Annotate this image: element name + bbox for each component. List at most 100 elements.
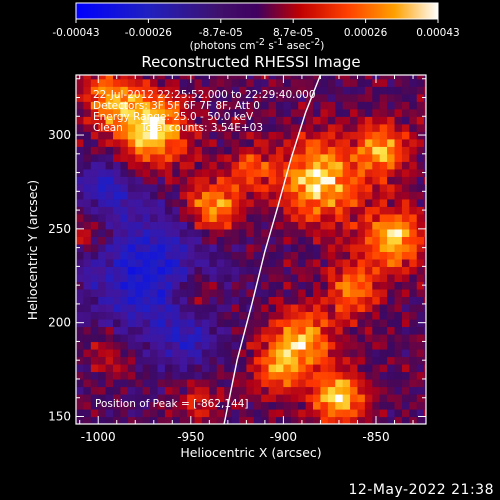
- heatmap-cell: [379, 236, 388, 245]
- heatmap-cell: [394, 408, 403, 418]
- heatmap-cell: [142, 183, 151, 192]
- heatmap-cell: [401, 86, 410, 95]
- heatmap-cell: [253, 86, 262, 95]
- heatmap-cell: [194, 296, 203, 305]
- heatmap-cell: [194, 363, 203, 373]
- heatmap-cell: [90, 153, 99, 162]
- heatmap-cell: [150, 281, 159, 290]
- heatmap-cell: [127, 273, 136, 282]
- heatmap-cell: [350, 281, 359, 290]
- heatmap-cell: [305, 251, 314, 260]
- heatmap-cell: [164, 116, 173, 125]
- heatmap-cell: [172, 356, 181, 365]
- heatmap-cell: [424, 251, 426, 260]
- heatmap-cell: [416, 116, 425, 125]
- heatmap-cell: [127, 416, 136, 424]
- heatmap-cell: [416, 266, 425, 275]
- heatmap-cell: [142, 303, 151, 313]
- heatmap-cell: [290, 288, 299, 298]
- heatmap-cell: [327, 228, 336, 237]
- heatmap-cell: [238, 408, 247, 418]
- heatmap-cell: [187, 333, 196, 343]
- heatmap-cell: [127, 198, 136, 207]
- heatmap-cell: [209, 75, 218, 80]
- heatmap-cell: [194, 378, 203, 388]
- heatmap-cell: [105, 176, 114, 185]
- heatmap-cell: [127, 116, 136, 125]
- heatmap-cell: [216, 176, 225, 185]
- heatmap-cell: [105, 206, 114, 215]
- heatmap-cell: [224, 236, 233, 245]
- heatmap-cell: [276, 378, 285, 388]
- heatmap-cell: [253, 281, 262, 290]
- heatmap-cell: [246, 311, 255, 320]
- heatmap-cell: [246, 281, 255, 290]
- heatmap-cell: [164, 296, 173, 305]
- heatmap-cell: [209, 168, 218, 177]
- heatmap-cell: [157, 363, 166, 373]
- heatmap-cell: [113, 153, 122, 162]
- heatmap-cell: [194, 213, 203, 222]
- heatmap-cell: [216, 416, 225, 424]
- heatmap-cell: [187, 251, 196, 260]
- heatmap-cell: [335, 236, 344, 245]
- heatmap-cell: [209, 146, 218, 155]
- heatmap-cell: [320, 393, 329, 403]
- heatmap-cell: [135, 168, 144, 177]
- heatmap-cell: [201, 123, 210, 132]
- heatmap-cell: [320, 318, 329, 328]
- heatmap-cell: [298, 363, 307, 373]
- heatmap-cell: [98, 356, 107, 365]
- heatmap-cell: [98, 168, 107, 177]
- heatmap-cell: [409, 378, 418, 388]
- heatmap-cell: [372, 333, 381, 343]
- heatmap-cell: [261, 101, 270, 110]
- heatmap-cell: [135, 138, 144, 147]
- heatmap-cell: [379, 363, 388, 373]
- heatmap-cell: [394, 236, 403, 245]
- heatmap-cell: [313, 146, 322, 155]
- heatmap-cell: [179, 296, 188, 305]
- heatmap-cell: [238, 401, 247, 410]
- heatmap-cell: [283, 138, 292, 147]
- heatmap-cell: [76, 93, 85, 102]
- heatmap-cell: [387, 288, 396, 298]
- heatmap-cell: [194, 146, 203, 155]
- heatmap-cell: [342, 146, 351, 155]
- heatmap-cell: [246, 198, 255, 207]
- heatmap-cell: [83, 318, 92, 328]
- heatmap-cell: [187, 401, 196, 410]
- heatmap-cell: [401, 153, 410, 162]
- heatmap-cell: [113, 326, 122, 335]
- heatmap-cell: [76, 236, 85, 245]
- heatmap-cell: [90, 341, 99, 350]
- heatmap-cell: [246, 408, 255, 418]
- heatmap-cell: [224, 78, 233, 87]
- heatmap-cell: [372, 146, 381, 155]
- heatmap-cell: [416, 213, 425, 222]
- heatmap-cell: [238, 393, 247, 403]
- heatmap-cell: [216, 78, 225, 87]
- heatmap-cell: [335, 206, 344, 215]
- heatmap-cell: [372, 371, 381, 380]
- heatmap-cell: [357, 86, 366, 95]
- heatmap-cell: [401, 386, 410, 395]
- heatmap-cell: [120, 408, 129, 418]
- heatmap-cell: [83, 303, 92, 313]
- heatmap-cell: [83, 168, 92, 177]
- heatmap-cell: [394, 206, 403, 215]
- heatmap-cell: [150, 191, 159, 200]
- heatmap-cell: [76, 333, 85, 343]
- heatmap-cell: [298, 243, 307, 252]
- heatmap-cell: [320, 356, 329, 365]
- heatmap-cell: [357, 393, 366, 403]
- heatmap-cell: [120, 378, 129, 388]
- heatmap-cell: [387, 176, 396, 185]
- heatmap-cell: [364, 303, 373, 313]
- heatmap-cell: [194, 251, 203, 260]
- heatmap-cell: [350, 236, 359, 245]
- heatmap-cell: [216, 243, 225, 252]
- heatmap-cell: [150, 228, 159, 237]
- heatmap-cell: [290, 266, 299, 275]
- heatmap-cell: [113, 393, 122, 403]
